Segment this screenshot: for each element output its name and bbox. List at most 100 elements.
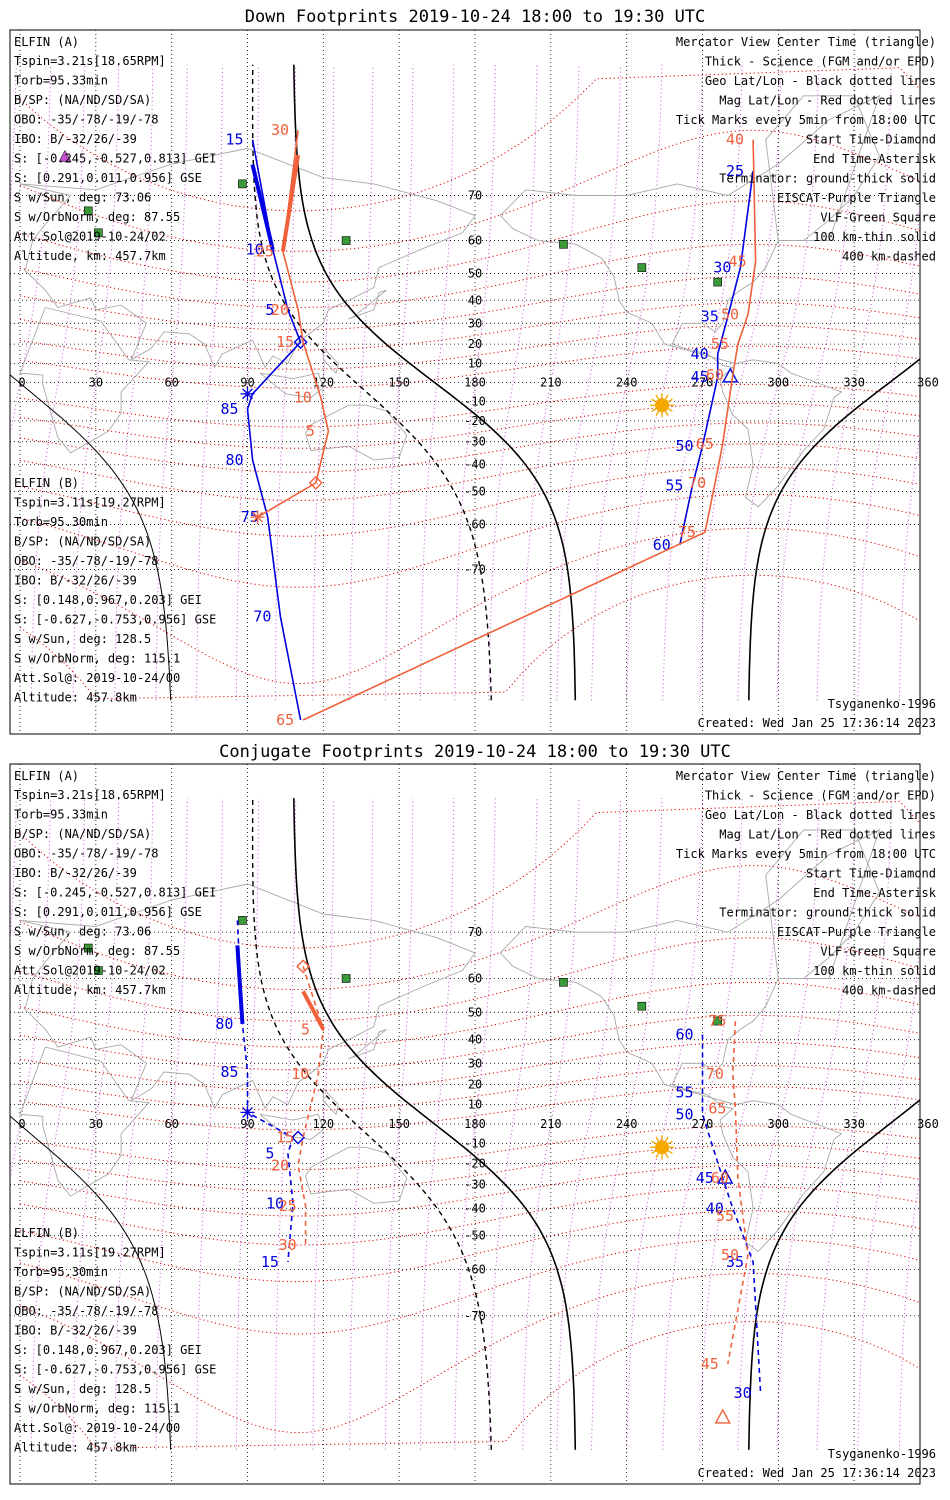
x-tick-label: 210 (540, 1117, 562, 1131)
end-asterisk (250, 510, 265, 525)
y-tick-label: -40 (464, 1201, 486, 1215)
track-time-label: 80 (226, 451, 244, 469)
sun-icon (650, 393, 675, 418)
elfin-b-info-line: Att.Sol@: 2019-10-24/00 (14, 671, 180, 685)
legend-entry: EISCAT-Purple Triangle (777, 925, 936, 939)
center-triangle (717, 1168, 734, 1184)
track-time-label: 50 (721, 1246, 739, 1264)
science-segment (250, 164, 275, 251)
vlf-station-marker (713, 1016, 722, 1026)
y-tick-label: -60 (464, 517, 486, 531)
elfin-b-info-line: S w/Sun, deg: 128.5 (14, 632, 151, 646)
elfin-a-info-line: S: [-0.245,-0.527,0.813] GEI (14, 152, 216, 166)
track-time-label: 35 (701, 308, 719, 326)
elfin-a-info-line: Torb=95.33min (14, 808, 108, 822)
y-tick-label: 20 (468, 1078, 482, 1092)
legend-entry: Mag Lat/Lon - Red dotted lines (719, 828, 936, 842)
track-time-label: 75 (241, 508, 259, 526)
track-time-label: 35 (726, 1253, 744, 1271)
x-tick-label: 360 (917, 1117, 939, 1131)
elfin-b-info: ELFIN (B) Tspin=3.11s[19.27RPM] Torb=95.30… (14, 476, 216, 705)
track-time-label: 5 (265, 1144, 274, 1162)
track-time-label: 25 (256, 242, 274, 260)
elfin-a-info-line: Tspin=3.21s[18.65RPM] (14, 54, 166, 68)
track-time-label: 50 (675, 1105, 693, 1123)
elfin-b-info-line: S w/Sun, deg: 128.5 (14, 1382, 151, 1396)
track-time-label: 20 (271, 301, 289, 319)
y-tick-label: -50 (464, 484, 486, 498)
track-time-label: 45 (701, 1355, 719, 1373)
legend-entry: VLF-Green Square (820, 211, 936, 225)
track-time-label: 30 (271, 121, 289, 139)
x-tick-label: 90 (240, 1117, 254, 1131)
elfin-a-info-line: OBO: -35/-78/-19/-78 (14, 113, 159, 127)
legend-entry: Mag Lat/Lon - Red dotted lines (719, 94, 936, 108)
vlf-stations (83, 916, 722, 1026)
y-tick-label: -30 (464, 435, 486, 449)
track-time-label: 55 (675, 1084, 693, 1102)
elfin-a-header: ELFIN (A) (14, 769, 79, 783)
elfin-a-header: ELFIN (A) (14, 35, 79, 49)
y-tick-label: 20 (468, 337, 482, 351)
track-segment-1 (257, 130, 330, 518)
vlf-station-marker (238, 179, 247, 189)
track-time-label: 70 (253, 608, 271, 626)
down-frame (9, 29, 921, 735)
elfin-b-info-line: S: [-0.627,-0.753,0.956] GSE (14, 613, 216, 627)
y-tick-label: -10 (464, 394, 486, 408)
legend-entry: Tick Marks every 5min from 18:00 UTC (676, 847, 936, 861)
track-time-label: 65 (276, 711, 294, 729)
track-time-label: 80 (215, 1015, 233, 1033)
track-time-label: 40 (706, 1199, 724, 1217)
elfin-b-info-line: S w/OrbNorm, deg: 115.1 (14, 652, 180, 666)
elfin-a-info: ELFIN (A) Tspin=3.21s[18.65RPM] Torb=95.33… (14, 769, 216, 997)
track-time-label: 10 (246, 241, 264, 259)
elfin-b-info-line: B/SP: (NA/ND/SD/SA) (14, 535, 151, 549)
legend-entry: Thick - Science (FGM and/or EPD) (705, 789, 936, 803)
model-label: Tsyganenko-1996 (828, 1447, 936, 1461)
elfin-a-info-line: Tspin=3.21s[18.65RPM] (14, 788, 166, 802)
continent-outlines (19, 94, 881, 508)
track-time-label: 25 (279, 1197, 297, 1215)
x-tick-label: 180 (464, 376, 486, 390)
axis-tick-labels: 0 30 60 90 120 150 180 210 240 270 300 330 360706050… (18, 188, 938, 576)
x-tick-label: 30 (89, 1117, 103, 1131)
track-time-label: 75 (678, 523, 696, 541)
legend-entry: 100 km-thin solid (813, 964, 936, 978)
terminator-lines (10, 64, 920, 701)
model-label: Tsyganenko-1996 (828, 697, 936, 711)
elfin-a-info-line: IBO: B/-32/26/-39 (14, 866, 137, 880)
y-tick-label: 10 (468, 1098, 482, 1112)
legend: Mercator View Center Time (triangle) Thic… (676, 769, 937, 998)
track-time-label: 40 (726, 131, 744, 149)
track-time-label: 45 (696, 1169, 714, 1187)
vlf-station-marker (713, 277, 722, 287)
track-time-label: 75 (708, 1012, 726, 1030)
legend-entry: Geo Lat/Lon - Black dotted lines (705, 74, 936, 88)
y-tick-label: -30 (464, 1178, 486, 1192)
vlf-station-marker (94, 228, 103, 238)
track-time-label: 20 (271, 1156, 289, 1174)
legend-entry: EISCAT-Purple Triangle (777, 191, 936, 205)
elfin-a-info-line: B/SP: (NA/ND/SD/SA) (14, 93, 151, 107)
elfin-a-info-line: Altitude, km: 457.7km (14, 249, 166, 263)
start-diamond (291, 1130, 306, 1145)
down-panel: Down Footprints 2019-10-24 18:00 to 19:3… (9, 7, 939, 735)
elfin-a-info-line: S w/OrbNorm, deg: 87.55 (14, 210, 180, 224)
y-tick-label: -50 (464, 1229, 486, 1243)
down-map (10, 30, 920, 734)
science-segment (280, 154, 301, 252)
vlf-station-marker (341, 236, 351, 245)
track-time-label: 15 (276, 1129, 294, 1147)
elfin-a-info-line: Att.Sol@2019-10-24/02 (14, 964, 166, 978)
geo-grid (10, 764, 920, 1484)
elfin-b-info-line: Altitude: 457.8km (14, 1441, 137, 1455)
track-time-label: 60 (653, 536, 671, 554)
track-time-label: 15 (226, 131, 244, 149)
elfin-a-track: 15 10 5 85 80 75 70 25 30 35 40 45 50 55 60 (220, 131, 754, 721)
elfin-a-info-line: Torb=95.33min (14, 74, 108, 88)
x-tick-label: 0 (18, 1117, 25, 1131)
x-tick-label: 300 (767, 376, 789, 390)
